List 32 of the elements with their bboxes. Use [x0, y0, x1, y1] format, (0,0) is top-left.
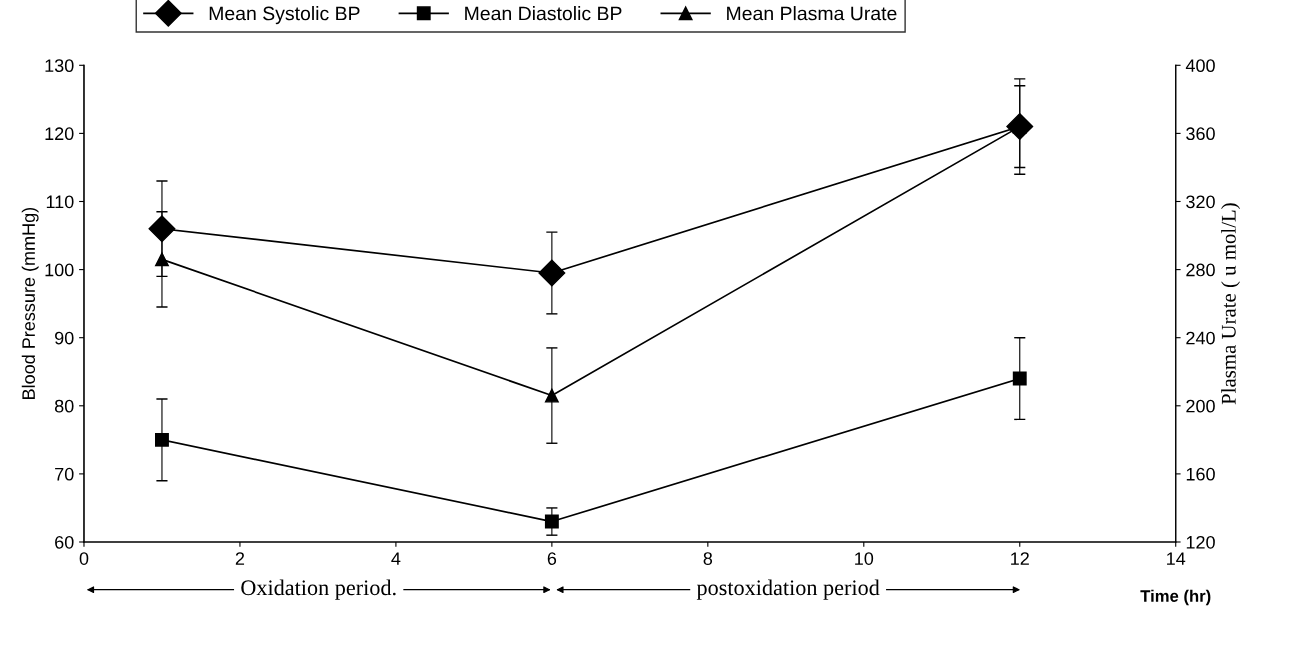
x-tick-label: 8: [703, 552, 713, 565]
y2-tick-label: 400: [1185, 59, 1215, 73]
text: Oxidation period.: [241, 579, 396, 600]
legend-label: Mean Plasma Urate: [727, 6, 897, 21]
x-tick-label: 12: [1011, 552, 1029, 565]
y2-tick-label: 320: [1186, 195, 1215, 209]
y2-axis-title: Plasma Urate ( u mol/L): [1221, 203, 1241, 405]
y2-tick-label: 200: [1186, 399, 1215, 413]
x-tick-label: 6: [547, 552, 557, 565]
x-tick-label: 10: [855, 552, 874, 565]
y-tick-label: 80: [54, 399, 74, 413]
x-tick-label: 4: [391, 552, 401, 565]
legend-label: Mean Systolic BP: [209, 6, 360, 25]
y-tick-label: 130: [45, 59, 74, 73]
y2-tick-label: 280: [1186, 263, 1215, 277]
y2-tick-label: 240: [1186, 331, 1215, 345]
text: postoxidation period: [696, 579, 880, 600]
y-tick-label: 70: [55, 467, 74, 481]
x-tick-label: 2: [235, 552, 245, 565]
y-tick-label: 60: [55, 535, 74, 549]
y-tick-label: 110: [46, 195, 74, 209]
legend-label: Mean Diastolic BP: [465, 6, 622, 21]
y2-tick-label: 160: [1186, 467, 1215, 481]
x-axis-title: Time (hr): [1140, 589, 1211, 606]
x-tick-label: 0: [79, 552, 89, 565]
y2-tick-label: 360: [1186, 127, 1215, 141]
y-tick-label: 120: [45, 127, 74, 141]
x-tick-label: 14: [1167, 552, 1186, 565]
y-tick-label: 90: [55, 331, 74, 345]
y2-tick-label: 120: [1186, 535, 1215, 549]
y-axis-title: Blood Pressure (mmHg): [21, 207, 39, 399]
y-tick-label: 100: [45, 263, 74, 277]
